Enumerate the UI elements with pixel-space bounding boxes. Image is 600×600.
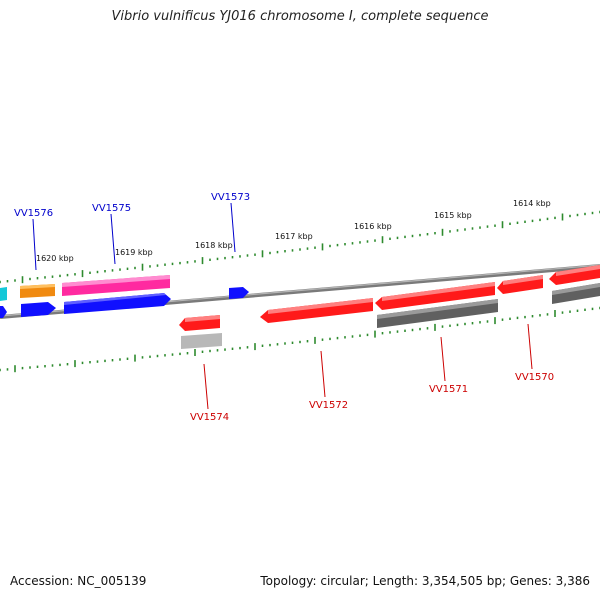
gene-labels: VV1576 VV1575 VV1573 VV1574 VV1572 VV157… — [14, 192, 554, 423]
scale-label-1614: 1614 kbp — [513, 199, 551, 208]
scale-label-1615: 1615 kbp — [434, 211, 472, 220]
leader-vv1572 — [320, 350, 326, 398]
forward-genes — [0, 275, 249, 318]
leader-vv1571 — [440, 336, 446, 382]
gene-blue-long[interactable] — [64, 293, 171, 314]
leader-vv1576 — [32, 218, 37, 271]
gene-blue-long-highlight — [64, 293, 166, 305]
label-leaders — [32, 202, 533, 410]
gene-label-vv1571[interactable]: VV1571 — [429, 384, 468, 395]
leader-vv1575 — [110, 213, 116, 265]
scale-label-1620: 1620 kbp — [36, 254, 74, 263]
outer-scale — [0, 210, 600, 284]
gene-blue-left[interactable] — [21, 302, 56, 317]
gene-gray-dark-2-highlight — [552, 283, 600, 295]
scale-label-1617: 1617 kbp — [275, 232, 313, 241]
leader-vv1574 — [203, 363, 209, 410]
leader-vv1573 — [230, 202, 236, 253]
gene-cyan-partial[interactable] — [0, 287, 7, 301]
scale-label-1619: 1619 kbp — [115, 248, 153, 257]
inner-scale — [0, 306, 600, 373]
gene-vv1572-highlight — [268, 298, 373, 314]
gene-label-vv1576[interactable]: VV1576 — [14, 208, 53, 219]
map-title: Vibrio vulnificus YJ016 chromosome I, co… — [111, 9, 489, 24]
scale-labels: 1620 kbp 1619 kbp 1618 kbp 1617 kbp 1616… — [36, 199, 551, 263]
leader-vv1570 — [527, 323, 533, 370]
gene-blue-partial[interactable] — [0, 306, 7, 318]
reverse-genes — [179, 265, 600, 349]
topology-summary: Topology: circular; Length: 3,354,505 bp… — [260, 574, 590, 588]
gene-label-vv1570[interactable]: VV1570 — [515, 372, 554, 383]
gene-gray-light[interactable] — [181, 333, 222, 349]
gene-orange-highlight — [20, 284, 55, 289]
gene-label-vv1573[interactable]: VV1573 — [211, 192, 250, 203]
accession-text: Accession: NC_005139 — [10, 574, 147, 588]
gene-vv1573[interactable] — [229, 287, 249, 299]
gene-vv1575-highlight — [62, 275, 170, 287]
gene-vv1574-highlight — [185, 315, 220, 322]
gene-label-vv1575[interactable]: VV1575 — [92, 203, 131, 214]
gene-vv1571-highlight — [382, 282, 495, 301]
gene-vv1570-highlight — [503, 275, 543, 285]
gene-label-vv1572[interactable]: VV1572 — [309, 400, 348, 411]
gene-gray-dark-1-highlight — [377, 299, 498, 319]
scale-label-1616: 1616 kbp — [354, 222, 392, 231]
gene-red-right-highlight — [556, 265, 600, 276]
scale-label-1618: 1618 kbp — [195, 241, 233, 250]
gene-label-vv1574[interactable]: VV1574 — [190, 412, 229, 423]
